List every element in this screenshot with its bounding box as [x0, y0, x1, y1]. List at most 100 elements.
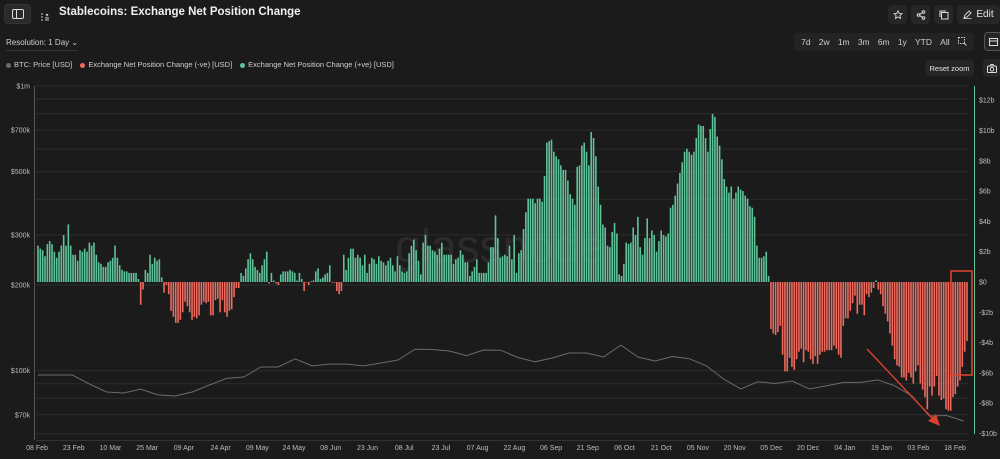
bar-negative [331, 282, 333, 283]
bar-positive [118, 265, 121, 282]
range-6m[interactable]: 6m [877, 37, 890, 47]
bar-positive [55, 257, 58, 282]
bar-positive [450, 254, 452, 282]
bar-negative [861, 282, 863, 305]
x-tick-label: 05 Nov [687, 445, 710, 452]
bar-positive [597, 186, 599, 282]
bar-positive [534, 203, 536, 282]
range-2w[interactable]: 2w [818, 37, 830, 47]
bar-positive [604, 227, 606, 282]
bar-positive [354, 257, 357, 282]
highlight-rectangle [950, 270, 973, 376]
bar-positive [693, 151, 695, 282]
layout-icon[interactable] [40, 9, 50, 27]
bar-negative [935, 282, 938, 376]
bar-positive [639, 247, 642, 282]
favorite-button[interactable] [888, 5, 907, 24]
legend-item-negative[interactable]: Exchange Net Position Change (-ve) [USD] [80, 60, 232, 69]
range-7d[interactable]: 7d [801, 37, 811, 47]
bar-positive [296, 280, 298, 282]
bar-positive [595, 156, 597, 282]
bar-positive [653, 235, 656, 282]
x-tick-label: 09 Apr [174, 445, 195, 452]
bar-positive [93, 242, 95, 282]
bar-positive [695, 138, 698, 282]
bar-positive [401, 271, 403, 282]
bar-positive [714, 116, 716, 282]
bar-positive [679, 172, 681, 282]
range-3m[interactable]: 3m [857, 37, 870, 47]
bar-negative [954, 282, 957, 395]
resolution-select[interactable]: Resolution: 1 Day ⌄ [6, 38, 79, 51]
bar-positive [669, 207, 672, 282]
bar-positive [609, 247, 611, 282]
bar-negative [828, 282, 831, 351]
legend-item-btc-price[interactable]: BTC: Price [USD] [6, 60, 72, 69]
bar-positive [553, 151, 555, 282]
bar-positive [251, 259, 254, 282]
bar-positive [499, 257, 501, 282]
bar-positive [293, 272, 296, 282]
x-tick-label: 06 Sep [540, 445, 562, 452]
share-button[interactable] [911, 5, 930, 24]
sidebar-toggle-button[interactable] [4, 4, 31, 24]
bar-negative [193, 282, 196, 317]
bar-positive [366, 272, 368, 282]
bar-negative [963, 282, 966, 352]
bar-positive [585, 151, 588, 282]
bar-positive [532, 198, 534, 282]
bar-negative [847, 282, 849, 319]
calendar-button[interactable] [984, 32, 1000, 51]
legend-label: Exchange Net Position Change (-ve) [USD] [88, 60, 233, 69]
legend-item-positive[interactable]: Exchange Net Position Change (+ve) [USD] [240, 60, 394, 69]
bar-positive [522, 228, 525, 282]
bar-negative [786, 282, 789, 372]
bar-positive [718, 145, 721, 282]
bar-positive [536, 198, 539, 282]
bar-positive [144, 269, 147, 282]
copy-button[interactable] [934, 5, 953, 24]
left-tick-label: $700k [11, 128, 31, 135]
bar-positive [300, 278, 303, 282]
range-1m[interactable]: 1m [837, 37, 850, 47]
x-tick-label: 08 Jul [395, 445, 414, 452]
bar-negative [777, 282, 779, 332]
zoom-select-icon[interactable] [957, 36, 967, 48]
bar-negative [914, 282, 917, 372]
bar-positive [298, 272, 301, 282]
resolution-label: Resolution: 1 Day [6, 38, 70, 47]
bar-positive [506, 256, 508, 282]
bar-positive [88, 242, 91, 282]
edit-button[interactable]: Edit [957, 5, 1000, 24]
bar-negative [186, 282, 189, 307]
copy-icon [939, 10, 948, 19]
bar-positive [674, 195, 677, 282]
bar-positive [37, 245, 39, 282]
bar-negative [333, 282, 336, 283]
bar-positive [483, 272, 485, 282]
bar-positive [569, 194, 571, 282]
bar-positive [441, 242, 443, 282]
bar-positive [457, 257, 459, 282]
range-1y[interactable]: 1y [897, 37, 907, 47]
bar-positive [74, 254, 77, 282]
bar-positive [728, 192, 730, 282]
bar-positive [135, 272, 137, 282]
reset-zoom-button[interactable]: Reset zoom [925, 60, 974, 76]
bar-negative [891, 282, 894, 346]
bar-positive [58, 251, 60, 282]
range-ytd[interactable]: YTD [914, 37, 932, 47]
bar-negative [919, 282, 922, 384]
bar-positive [630, 242, 632, 282]
bar-negative [770, 282, 772, 329]
bar-positive [539, 198, 541, 282]
bar-negative [268, 282, 270, 284]
bar-negative [884, 282, 887, 314]
bar-negative [139, 282, 142, 305]
range-all[interactable]: All [940, 37, 950, 47]
bar-positive [511, 259, 513, 282]
bar-negative [784, 282, 786, 372]
bar-positive [373, 259, 375, 282]
screenshot-button[interactable] [983, 59, 1000, 77]
